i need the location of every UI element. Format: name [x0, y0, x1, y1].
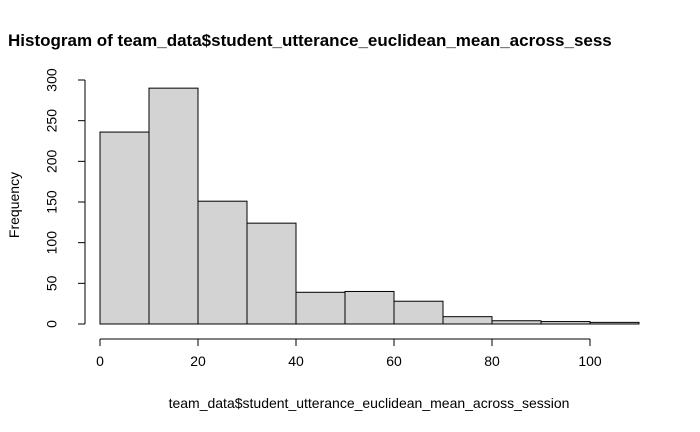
- histogram-bar-8: [491, 320, 542, 325]
- x-tick-label-4: 80: [484, 353, 500, 369]
- y-axis-label: Frequency: [6, 172, 22, 238]
- histogram-bar-7: [442, 316, 493, 325]
- y-tick-label-1: 50: [44, 275, 60, 291]
- histogram-bar-4: [295, 291, 346, 325]
- y-axis: 0 50 100 150 200 250 300: [44, 68, 86, 328]
- y-tick-label-2: 100: [44, 231, 60, 255]
- bars-group: [99, 87, 640, 325]
- histogram-bar-10: [589, 321, 640, 325]
- histogram-bar-1: [148, 87, 199, 325]
- histogram-bar-3: [246, 222, 297, 325]
- chart-title: Histogram of team_data$student_utterance…: [8, 31, 612, 50]
- x-tick-label-0: 0: [96, 353, 104, 369]
- y-tick-label-0: 0: [44, 320, 60, 328]
- histogram-bar-9: [540, 321, 591, 325]
- histogram-bar-5: [344, 290, 395, 325]
- y-tick-label-3: 150: [44, 190, 60, 214]
- x-tick-label-1: 20: [190, 353, 206, 369]
- histogram-bar-6: [393, 300, 444, 325]
- y-tick-label-4: 200: [44, 149, 60, 173]
- y-tick-label-6: 300: [44, 68, 60, 92]
- histogram-bar-0: [99, 131, 150, 325]
- x-axis: 0 20 40 60 80 100: [96, 338, 602, 369]
- histogram-bar-2: [197, 200, 248, 325]
- x-tick-label-2: 40: [288, 353, 304, 369]
- x-axis-label: team_data$student_utterance_euclidean_me…: [169, 395, 570, 411]
- x-tick-label-5: 100: [578, 353, 602, 369]
- y-tick-label-5: 250: [44, 109, 60, 133]
- x-tick-label-3: 60: [386, 353, 402, 369]
